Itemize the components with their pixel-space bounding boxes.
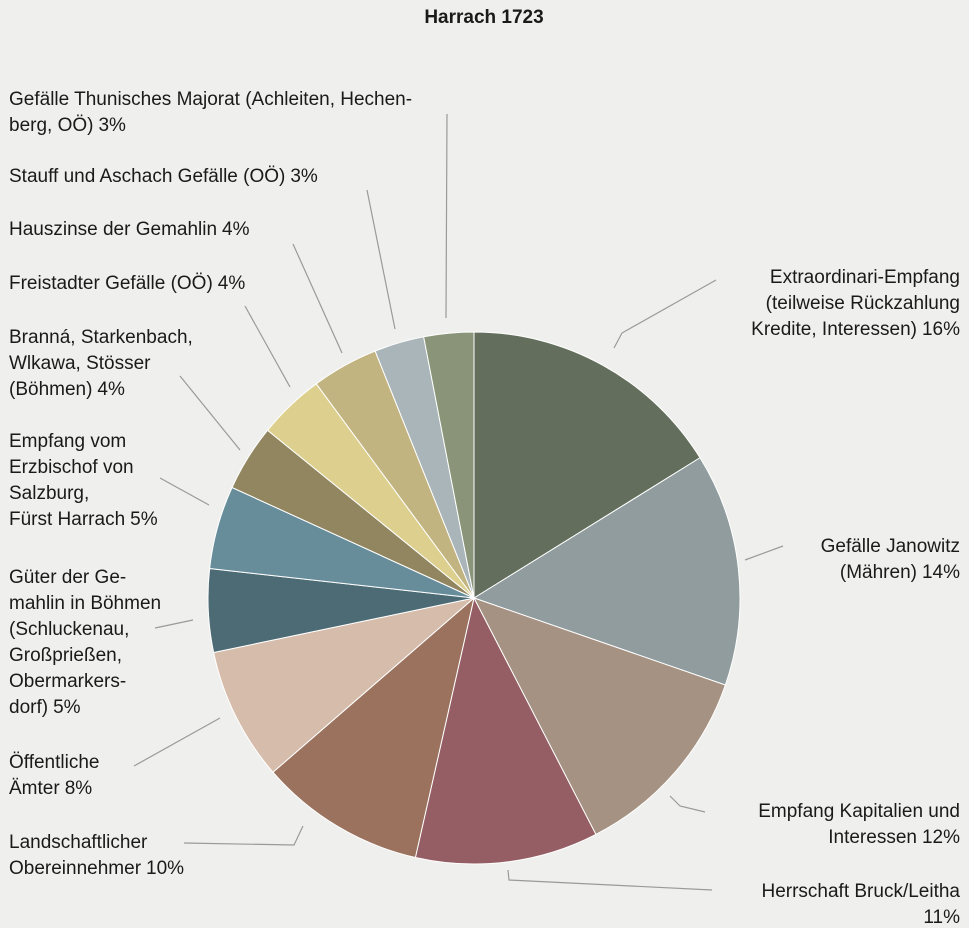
leader-line bbox=[133, 717, 221, 767]
value-label: 4% bbox=[97, 379, 125, 400]
slice-label: Hauszinse der Gemahlin bbox=[9, 219, 217, 240]
value-label: 3% bbox=[98, 115, 126, 136]
value-label: 8% bbox=[65, 778, 93, 799]
chart-title: Harrach 1723 bbox=[424, 7, 543, 28]
value-label: 16% bbox=[922, 319, 960, 340]
leader-line bbox=[179, 375, 241, 451]
leader-line bbox=[244, 305, 291, 388]
value-label: 4% bbox=[222, 219, 250, 240]
pie-slice bbox=[473, 331, 701, 599]
leader-line bbox=[744, 545, 784, 561]
slice-label: Empfang vom Erzbischof von Salzburg, Fürst … bbox=[9, 431, 134, 530]
value-label: 14% bbox=[922, 562, 960, 583]
slice-label: Freistadter Gefälle (OÖ) bbox=[9, 273, 213, 294]
pie-slice bbox=[423, 331, 475, 599]
slice-label: Landschaftlicher Obereinnehmer bbox=[9, 832, 148, 879]
pie-slice bbox=[472, 597, 727, 836]
leader-line bbox=[366, 189, 396, 330]
slice-label: Stauff und Aschach Gefälle (OÖ) bbox=[9, 166, 285, 187]
pie-slice bbox=[414, 596, 597, 865]
leader-line bbox=[669, 795, 706, 813]
slice-label: Extraordinari-Empfang (teilweise Rückzahl… bbox=[751, 267, 960, 340]
leader-line bbox=[507, 869, 713, 891]
pie-slice bbox=[472, 457, 741, 686]
value-label: 12% bbox=[922, 827, 960, 848]
leader-line bbox=[613, 279, 717, 349]
pie-slice bbox=[272, 596, 475, 859]
value-label: 10% bbox=[146, 858, 184, 879]
slice-label: Gefälle Thunisches Majorat (Achleiten, H… bbox=[9, 89, 412, 136]
slice-label: Branná, Starkenbach, Wlkawa, Stösser (Böhm… bbox=[9, 327, 193, 400]
leader-line bbox=[154, 619, 194, 629]
leader-line bbox=[159, 477, 210, 506]
pie-slice bbox=[213, 597, 476, 773]
value-label: 4% bbox=[218, 273, 246, 294]
leader-line bbox=[445, 113, 448, 319]
slice-label: Öffentliche Ämter bbox=[9, 752, 99, 799]
slice-label: Gefälle Janowitz (Mähren) bbox=[821, 536, 960, 583]
slice-label: Herrschaft Bruck/Leitha bbox=[761, 881, 960, 902]
value-label: 3% bbox=[290, 166, 318, 187]
leader-line bbox=[292, 243, 343, 354]
slice-label: Empfang Kapitalien und Interessen bbox=[758, 801, 960, 848]
value-label: 5% bbox=[130, 509, 158, 530]
value-label: 11% bbox=[923, 907, 960, 928]
leader-line bbox=[183, 825, 304, 846]
slice-label: Güter der Ge-mahlin in Böhmen (Schluckena… bbox=[9, 567, 161, 718]
value-label: 5% bbox=[53, 697, 81, 718]
